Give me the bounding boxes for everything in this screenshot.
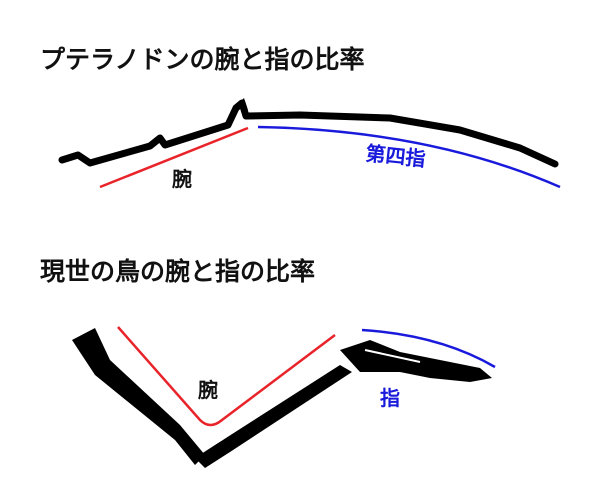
finger-line [361, 328, 496, 369]
arm-label: 腕 [171, 167, 192, 191]
panel-title: プテラノドンの腕と指の比率 [40, 45, 365, 74]
humerus [72, 328, 205, 465]
bone-joint [238, 98, 248, 110]
ulna [195, 365, 352, 468]
arm-line [117, 326, 336, 427]
arm-line [99, 126, 249, 189]
finger-label: 第四指 [364, 141, 426, 171]
panel-title: 現世の鳥の腕と指の比率 [40, 257, 315, 286]
finger-line [257, 125, 561, 189]
finger-label: 指 [380, 386, 400, 410]
wing-bone [58, 99, 559, 168]
bone-gap [219, 356, 336, 442]
bone-gap [364, 349, 421, 363]
arm-label: 腕 [197, 378, 218, 402]
